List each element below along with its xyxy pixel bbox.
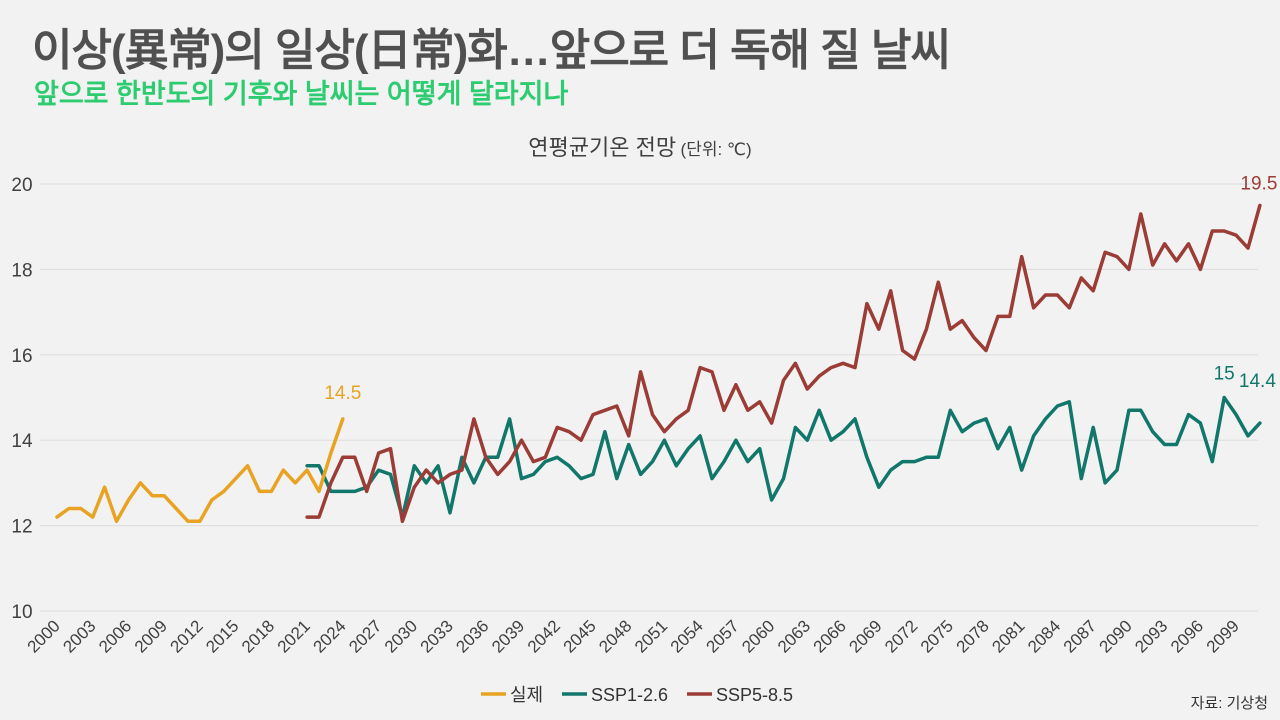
- chart-title: 연평균기온 전망 (단위: ℃): [0, 130, 1280, 162]
- x-tick-label: 2057: [703, 616, 743, 656]
- legend-label-actual: 실제: [510, 685, 543, 705]
- x-tick-label: 2063: [774, 616, 814, 656]
- x-tick-label: 2036: [452, 616, 492, 656]
- x-tick-label: 2024: [309, 616, 349, 656]
- y-tick-label: 18: [11, 260, 32, 281]
- x-tick-label: 2033: [417, 616, 457, 656]
- ssp585-end-label: 19.5: [1240, 173, 1277, 194]
- x-tick-label: 2045: [560, 616, 600, 656]
- x-tick-label: 2009: [131, 616, 171, 656]
- y-tick-label: 20: [11, 175, 32, 196]
- y-tick-label: 14: [11, 431, 33, 452]
- chart-title-text: 연평균기온 전망: [528, 135, 677, 160]
- x-tick-label: 2012: [167, 616, 207, 656]
- x-tick-label: 2006: [95, 616, 135, 656]
- x-tick-label: 2066: [810, 616, 850, 656]
- x-tick-label: 2072: [881, 616, 921, 656]
- x-tick-label: 2042: [524, 616, 564, 656]
- actual-end-label: 14.5: [324, 383, 361, 404]
- page-title: 이상(異常)의 일상(日常)화…앞으로 더 독해 질 날씨: [32, 26, 951, 75]
- page-subtitle: 앞으로 한반도의 기후와 날씨는 어떻게 달라지나: [34, 79, 569, 109]
- x-tick-label: 2054: [667, 616, 707, 656]
- x-tick-label: 2030: [381, 616, 421, 656]
- x-tick-label: 2048: [595, 616, 635, 656]
- y-tick-label: 10: [11, 602, 32, 623]
- x-tick-label: 2015: [202, 616, 242, 656]
- x-tick-label: 2081: [988, 616, 1028, 656]
- chart-unit-label: (단위: ℃): [680, 140, 752, 159]
- x-tick-label: 2021: [274, 616, 314, 656]
- x-tick-label: 2018: [238, 616, 278, 656]
- ssp126-end-label: 14.4: [1239, 371, 1276, 392]
- ssp126-peak-label: 15: [1214, 364, 1235, 385]
- x-tick-label: 2093: [1131, 616, 1171, 656]
- x-tick-label: 2090: [1096, 616, 1136, 656]
- legend-label-ssp126: SSP1-2.6: [591, 685, 668, 705]
- x-tick-label: 2084: [1024, 616, 1064, 656]
- x-tick-label: 2039: [488, 616, 528, 656]
- x-tick-label: 2075: [917, 616, 957, 656]
- x-tick-label: 2096: [1167, 616, 1207, 656]
- x-tick-label: 2087: [1060, 616, 1100, 656]
- source-credit: 자료: 기상청: [1190, 695, 1268, 712]
- x-tick-label: 2027: [345, 616, 385, 656]
- x-tick-label: 2003: [59, 616, 99, 656]
- series-line-actual: [55, 417, 345, 524]
- legend-label-ssp585: SSP5-8.5: [716, 685, 793, 705]
- x-tick-label: 2069: [845, 616, 885, 656]
- series-line-ssp126: [305, 395, 1262, 519]
- y-tick-label: 12: [11, 517, 32, 538]
- series-line-ssp585: [305, 203, 1262, 524]
- x-tick-label: 2099: [1203, 616, 1243, 656]
- x-tick-label: 2078: [953, 616, 993, 656]
- x-tick-label: 2051: [631, 616, 671, 656]
- x-tick-label: 2060: [738, 616, 778, 656]
- y-tick-label: 16: [11, 346, 32, 367]
